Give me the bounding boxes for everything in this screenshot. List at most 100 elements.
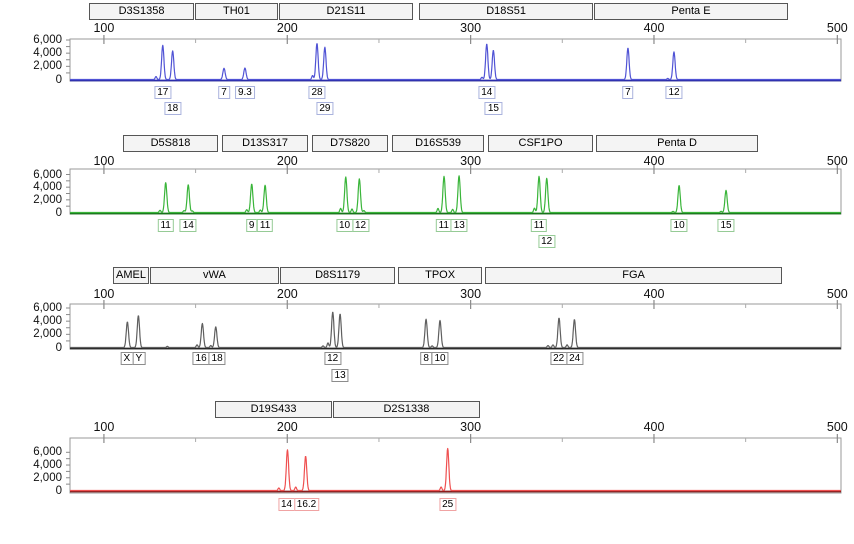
x-axis-minor-ticks [195,304,747,308]
x-axis-tick-label: 400 [643,154,665,168]
allele-label[interactable]: 7 [622,85,634,99]
marker-label: D3S1358 [118,5,165,17]
allele-label[interactable]: 18 [164,102,182,115]
x-axis-major-ticks [103,300,838,309]
x-axis-major-ticks [103,35,838,44]
plot-area[interactable] [69,437,842,494]
x-axis-tick-label: 400 [643,21,665,35]
allele-label[interactable]: 14 [478,85,496,99]
plot-area[interactable] [69,168,842,215]
x-axis-tick-label: 100 [93,287,115,301]
trace-blue [69,43,841,81]
x-axis-tick-label: 300 [460,21,482,35]
allele-label[interactable]: 12 [351,218,370,232]
allele-label[interactable]: 7 [218,85,230,99]
allele-label[interactable]: 9 [245,218,258,232]
allele-label[interactable]: 16.2 [293,497,320,511]
y-axis-ticks [66,307,70,342]
marker-box-d18s51: D18S51 [419,3,594,20]
x-axis-tick-label: 200 [276,287,298,301]
x-axis-tick-label: 500 [826,21,848,35]
allele-label[interactable]: 10 [431,352,449,365]
x-axis-tick-label: 500 [826,154,848,168]
allele-label[interactable]: 13 [331,368,349,382]
allele-label[interactable]: X [120,352,134,365]
marker-box-penta-e: Penta E [594,3,788,20]
allele-label[interactable]: 29 [316,102,334,115]
allele-label[interactable]: 16 [192,352,210,365]
allele-label[interactable]: 22 [550,352,568,365]
marker-box-penta-d: Penta D [596,135,759,152]
allele-label[interactable]: 14 [277,497,296,511]
marker-label: D19S433 [250,403,297,415]
y-axis-tick-label: 4,000 [33,47,62,60]
x-axis-minor-ticks [195,169,747,173]
plot-area[interactable] [69,303,842,350]
y-axis-tick-label: 6,000 [33,302,62,314]
allele-label[interactable]: 11 [530,218,548,232]
marker-box-csf1po: CSF1PO [488,135,594,152]
allele-label[interactable]: 8 [420,352,432,365]
trace-red [69,447,841,492]
allele-label[interactable]: 11 [157,218,174,232]
allele-label[interactable]: 28 [308,85,326,99]
y-axis-tick-label: 4,000 [33,181,62,194]
allele-label[interactable]: 9.3 [234,85,255,99]
x-axis-tick-label: 300 [460,154,482,168]
allele-label[interactable]: 15 [717,218,735,232]
allele-label[interactable]: 10 [335,218,354,232]
marker-box-th01: TH01 [195,3,278,20]
x-axis-tick-label: 100 [93,21,115,35]
allele-label[interactable]: 12 [538,235,556,248]
allele-label[interactable]: 14 [179,218,197,232]
allele-label[interactable]: 18 [208,352,226,365]
plot-area[interactable] [69,38,842,82]
x-axis-tick-label: 500 [826,420,848,434]
allele-label[interactable]: 11 [435,218,452,232]
y-axis-tick-label: 6,000 [33,446,62,459]
marker-box-d19s433: D19S433 [215,401,332,418]
allele-label[interactable]: 24 [566,352,584,365]
y-axis-tick-label: 0 [55,206,62,219]
y-axis-tick-label: 4,000 [33,459,62,471]
marker-label: D18S51 [486,5,526,17]
marker-label: D7S820 [330,137,370,149]
allele-label[interactable]: 17 [154,85,172,99]
allele-label[interactable]: 11 [256,218,274,232]
marker-label: D13S317 [242,137,288,149]
trace-green [69,175,841,214]
x-axis-tick-label: 300 [460,287,482,301]
allele-label[interactable]: 12 [324,352,342,365]
x-axis-minor-ticks [195,438,747,442]
x-axis-tick-label: 200 [276,420,298,434]
allele-label[interactable]: 13 [450,218,468,232]
allele-label[interactable]: 10 [670,218,688,232]
allele-label[interactable]: 25 [439,497,457,511]
marker-label: TH01 [222,5,250,17]
marker-label: vWA [203,269,226,281]
x-axis-tick-label: 400 [643,287,665,301]
marker-label: D21S11 [326,5,366,17]
allele-label[interactable]: 12 [665,85,683,99]
marker-label: D16S539 [415,137,461,149]
marker-box-vwa: vWA [149,267,279,284]
x-axis-tick-label: 200 [276,21,298,35]
marker-box-d13s317: D13S317 [222,135,308,152]
y-axis-ticks [66,451,70,485]
x-axis-tick-label: 100 [93,420,115,434]
y-axis-tick-label: 2,000 [33,60,62,73]
allele-label[interactable]: Y [132,352,146,365]
marker-box-d8s1179: D8S1179 [280,267,396,284]
allele-label[interactable]: 15 [484,102,502,115]
marker-label: D2S1338 [383,403,430,415]
marker-label: D5S818 [150,137,191,149]
trace-black [69,311,841,349]
y-axis-ticks [66,174,70,207]
x-axis-tick-label: 300 [460,420,482,434]
marker-box-d3s1358: D3S1358 [89,3,194,20]
marker-label: Penta E [671,5,711,17]
